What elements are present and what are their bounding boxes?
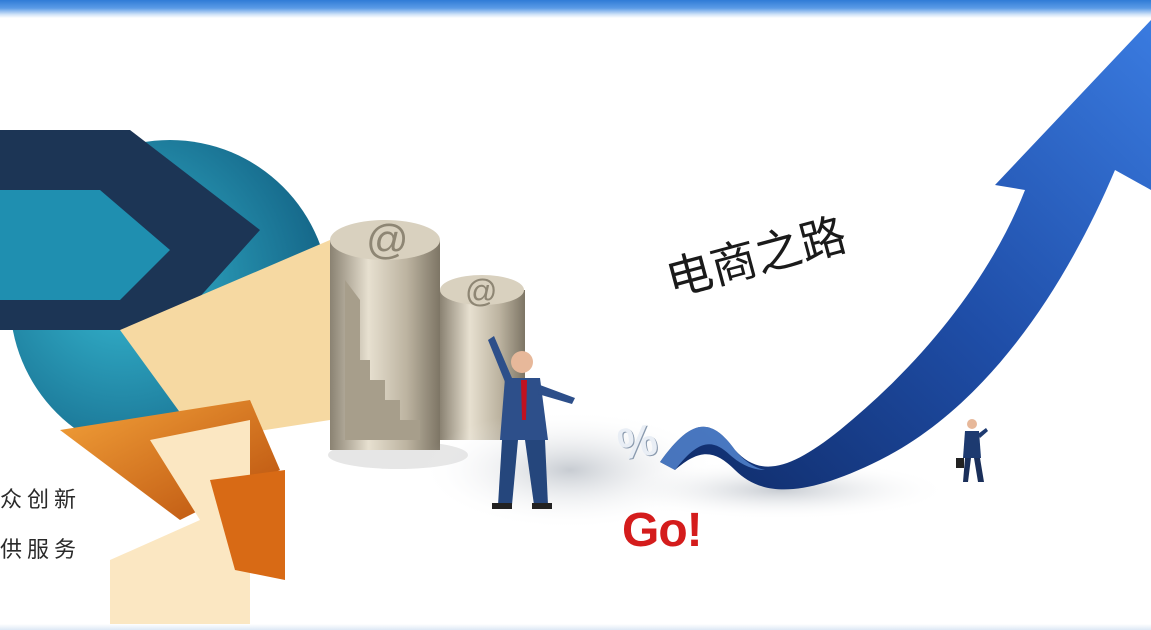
walking-businessman-figure-icon [956,419,988,482]
bottom-bar [0,624,1151,630]
svg-text:@: @ [366,216,409,263]
svg-text:@: @ [465,273,497,309]
top-blue-bar [0,0,1151,18]
go-text: Go! [622,504,703,557]
percent-symbol: % [613,414,661,471]
arrow-shadow [610,460,950,520]
businessman-figure-icon [488,336,575,509]
slogan-line-1: 众创新 [0,488,82,513]
slogan-line-2: 供服务 [0,538,82,563]
logo-emblem-icon [0,130,330,630]
growth-arrow-icon [660,20,1151,490]
